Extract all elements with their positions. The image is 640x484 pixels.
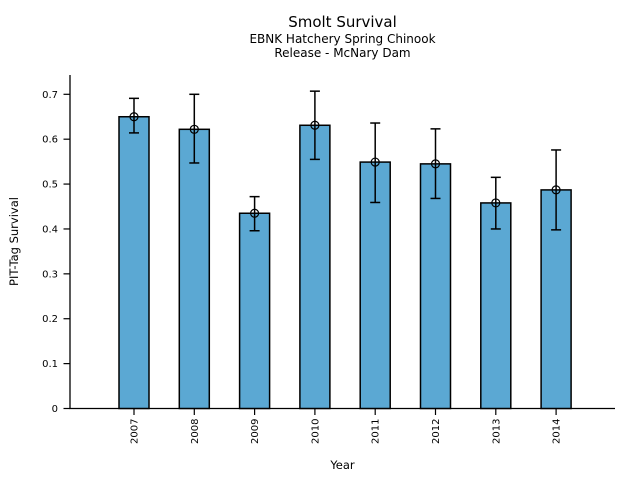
bar-2007 — [118, 115, 150, 410]
y-tick-label: 0 — [52, 404, 58, 415]
bar-2013 — [480, 202, 512, 410]
x-tick-label-group-2011: 2011 — [371, 419, 382, 444]
y-tick-label: 0.4 — [42, 224, 58, 235]
x-tick-label-2007: 2007 — [130, 419, 141, 444]
marker-2008 — [189, 124, 199, 134]
x-tick-label-2011: 2011 — [371, 419, 382, 444]
bar-2010 — [299, 124, 331, 410]
bar-2009 — [238, 212, 271, 410]
bar-2008 — [178, 128, 211, 410]
y-tick-label: 0.6 — [42, 135, 58, 146]
x-tick-label-group-2010: 2010 — [310, 419, 321, 444]
y-tick-label: 0.7 — [42, 90, 58, 101]
x-tick-label-group-2014: 2014 — [552, 419, 563, 444]
marker-2012 — [430, 159, 441, 169]
y-tick-label: 0.2 — [42, 314, 58, 325]
y-axis-label: PIT-Tag Survival — [7, 197, 21, 286]
x-tick-label-2010: 2010 — [310, 419, 321, 444]
x-tick-label-group-2007: 2007 — [130, 419, 141, 444]
marker-2014 — [551, 185, 561, 195]
x-tick-label-group-2009: 2009 — [250, 419, 261, 444]
chart-subtitle-line2: Release - McNary Dam — [274, 46, 410, 60]
y-tick-label: 0.3 — [42, 269, 58, 280]
x-tick-label-group-2013: 2013 — [491, 419, 502, 444]
marker-2011 — [370, 157, 380, 167]
x-tick-label-2012: 2012 — [431, 419, 442, 444]
chart-plot-area: 0 0.1 0.2 0.3 0.4 0.5 0.6 0.7 2007 2008 2009 2010 20… — [42, 90, 572, 444]
marker-2013 — [491, 198, 501, 208]
marker-2007 — [129, 112, 139, 122]
x-axis-label: Year — [329, 458, 355, 472]
x-tick-label-2014: 2014 — [552, 419, 563, 444]
y-tick-label: 0.1 — [42, 359, 58, 370]
x-tick-label-2013: 2013 — [491, 419, 502, 444]
chart-subtitle-line1: EBNK Hatchery Spring Chinook — [249, 32, 435, 46]
x-tick-label-2008: 2008 — [190, 419, 201, 444]
marker-2009 — [250, 208, 260, 218]
x-tick-label-group-2008: 2008 — [190, 419, 201, 444]
x-tick-label-group-2012: 2012 — [431, 419, 442, 444]
bar-2012 — [419, 163, 452, 410]
y-tick-label: 0.5 — [42, 180, 58, 191]
x-tick-label-2009: 2009 — [250, 419, 261, 444]
chart-title: Smolt Survival — [288, 13, 397, 31]
marker-2010 — [310, 120, 320, 130]
